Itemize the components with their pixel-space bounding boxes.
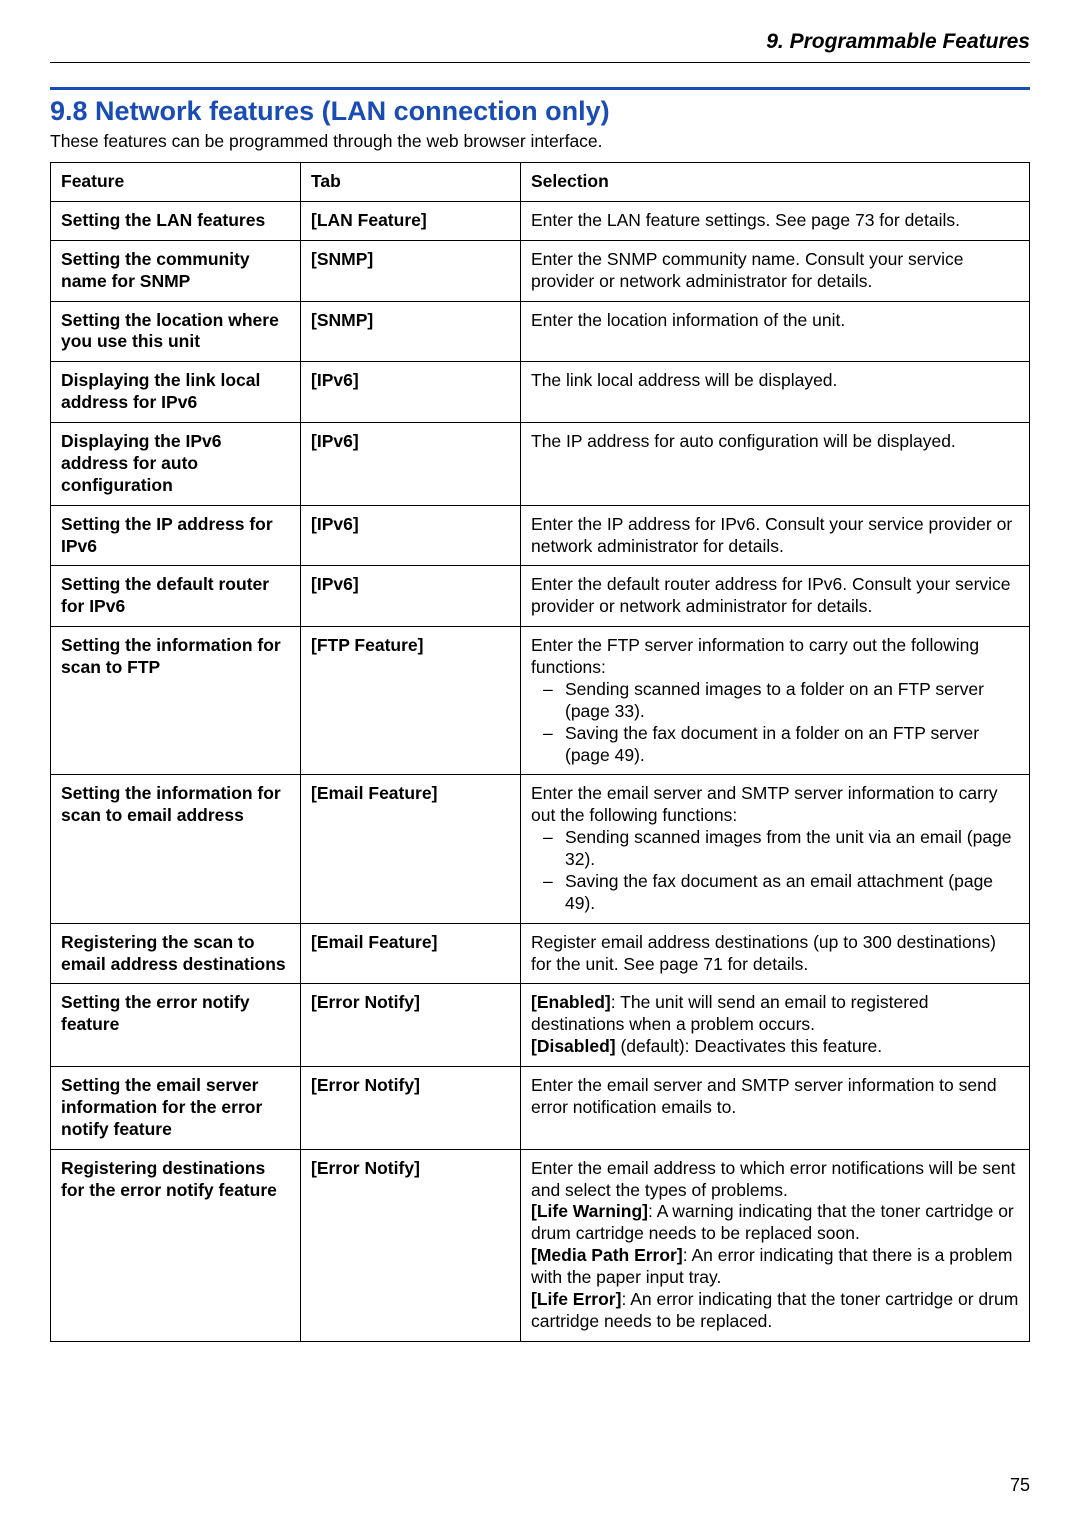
selection-cell: [Enabled]: The unit will send an email t… [521,984,1030,1067]
table-row: Registering destinations for the error n… [51,1149,1030,1341]
tab-cell: [IPv6] [301,566,521,627]
selection-cell: Enter the email address to which error n… [521,1149,1030,1341]
feature-cell: Setting the default router for IPv6 [51,566,301,627]
table-row: Setting the information for scan to FTP[… [51,627,1030,775]
selection-cell: Enter the SNMP community name. Consult y… [521,240,1030,301]
feature-cell: Displaying the link local address for IP… [51,362,301,423]
selection-cell: Enter the default router address for IPv… [521,566,1030,627]
selection-cell: Enter the IP address for IPv6. Consult y… [521,505,1030,566]
table-row: Setting the email server information for… [51,1067,1030,1150]
selection-cell: The IP address for auto configuration wi… [521,423,1030,506]
tab-cell: [SNMP] [301,240,521,301]
feature-cell: Setting the community name for SNMP [51,240,301,301]
table-row: Setting the IP address for IPv6[IPv6]Ent… [51,505,1030,566]
tab-cell: [Email Feature] [301,775,521,923]
list-item: Saving the fax document in a folder on a… [531,723,1019,767]
table-row: Setting the LAN features[LAN Feature]Ent… [51,201,1030,240]
section-rule [50,87,1030,90]
feature-cell: Setting the location where you use this … [51,301,301,362]
table-row: Registering the scan to email address de… [51,923,1030,984]
table-header-row: Feature Tab Selection [51,163,1030,202]
page-number: 75 [1010,1475,1030,1496]
selection-cell: Enter the LAN feature settings. See page… [521,201,1030,240]
feature-cell: Displaying the IPv6 address for auto con… [51,423,301,506]
table-row: Displaying the link local address for IP… [51,362,1030,423]
tab-cell: [Error Notify] [301,1067,521,1150]
selection-cell: Enter the location information of the un… [521,301,1030,362]
section-title: 9.8 Network features (LAN connection onl… [50,96,1030,127]
feature-cell: Setting the LAN features [51,201,301,240]
selection-cell: The link local address will be displayed… [521,362,1030,423]
feature-cell: Registering the scan to email address de… [51,923,301,984]
feature-cell: Setting the email server information for… [51,1067,301,1150]
tab-cell: [Email Feature] [301,923,521,984]
tab-cell: [SNMP] [301,301,521,362]
tab-cell: [Error Notify] [301,1149,521,1341]
col-feature: Feature [51,163,301,202]
table-row: Setting the location where you use this … [51,301,1030,362]
section-intro: These features can be programmed through… [50,131,1030,152]
list-item: Sending scanned images to a folder on an… [531,679,1019,723]
table-row: Displaying the IPv6 address for auto con… [51,423,1030,506]
tab-cell: [LAN Feature] [301,201,521,240]
tab-cell: [IPv6] [301,362,521,423]
feature-cell: Setting the error notify feature [51,984,301,1067]
chapter-header: 9. Programmable Features [50,30,1030,63]
list-item: Sending scanned images from the unit via… [531,827,1019,871]
features-table: Feature Tab Selection Setting the LAN fe… [50,162,1030,1342]
selection-cell: Register email address destinations (up … [521,923,1030,984]
selection-cell: Enter the email server and SMTP server i… [521,1067,1030,1150]
table-row: Setting the error notify feature[Error N… [51,984,1030,1067]
col-tab: Tab [301,163,521,202]
tab-cell: [IPv6] [301,505,521,566]
selection-cell: Enter the email server and SMTP server i… [521,775,1030,923]
table-row: Setting the default router for IPv6[IPv6… [51,566,1030,627]
feature-cell: Setting the information for scan to FTP [51,627,301,775]
list-item: Saving the fax document as an email atta… [531,871,1019,915]
table-row: Setting the community name for SNMP[SNMP… [51,240,1030,301]
selection-cell: Enter the FTP server information to carr… [521,627,1030,775]
tab-cell: [IPv6] [301,423,521,506]
feature-cell: Registering destinations for the error n… [51,1149,301,1341]
tab-cell: [FTP Feature] [301,627,521,775]
tab-cell: [Error Notify] [301,984,521,1067]
feature-cell: Setting the information for scan to emai… [51,775,301,923]
col-selection: Selection [521,163,1030,202]
table-row: Setting the information for scan to emai… [51,775,1030,923]
feature-cell: Setting the IP address for IPv6 [51,505,301,566]
